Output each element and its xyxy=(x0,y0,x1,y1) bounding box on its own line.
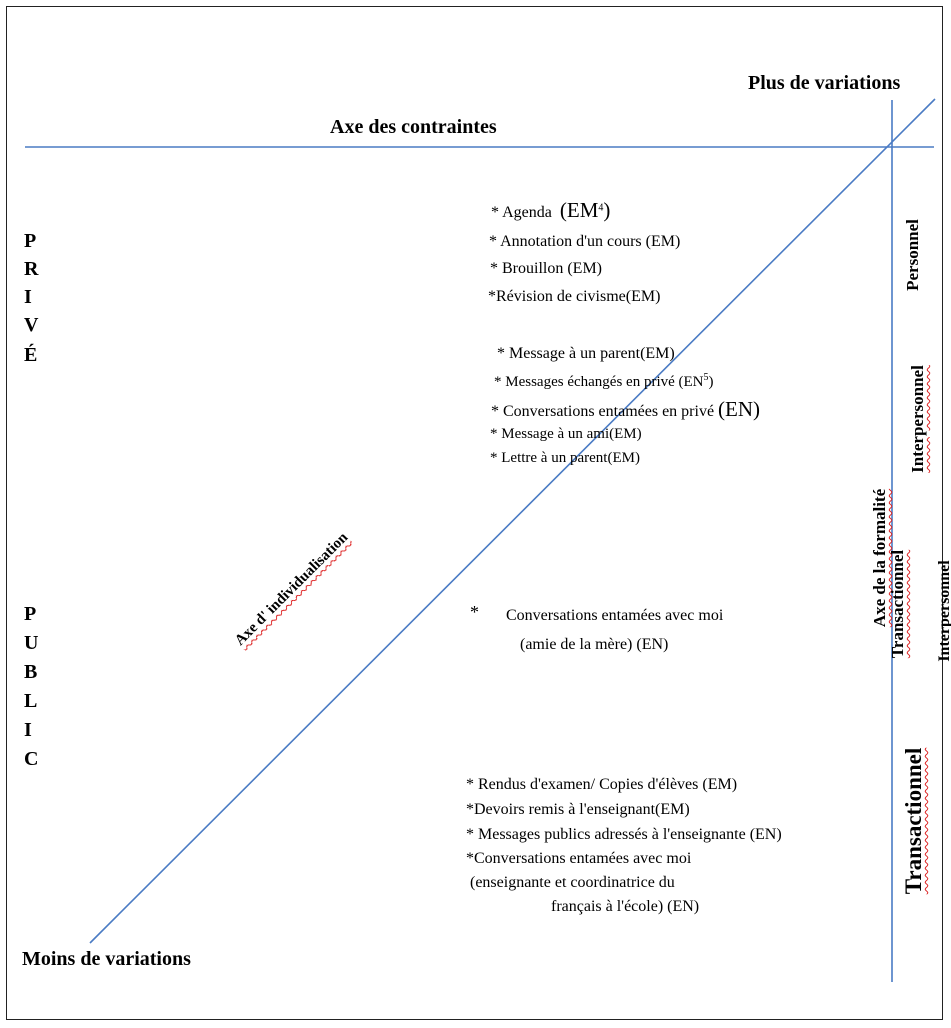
public-letter: U xyxy=(24,632,39,654)
conversations-enseignante-line3: français à l'école) (EN) xyxy=(551,898,700,915)
agenda-item: * Agenda (EM4) xyxy=(491,198,611,222)
interpersonnel-edge-label: Interpersonnel xyxy=(936,560,951,662)
lettre-parent-item: * Lettre à un parent(EM) xyxy=(490,450,640,466)
interpersonnel-label: Interpersonnel xyxy=(908,365,927,473)
devoirs-item: *Devoirs remis à l'enseignant(EM) xyxy=(466,801,690,818)
messages-prive-item: * Messages échangés en privé (EN5) xyxy=(494,372,714,390)
prive-letter: R xyxy=(24,258,39,280)
conversations-prive-item: * Conversations entamées en privé (EN) xyxy=(491,397,761,421)
public-letter: B xyxy=(24,661,38,683)
rendus-item: * Rendus d'examen/ Copies d'élèves (EM) xyxy=(466,776,738,793)
transactionnel-bottom-label: Transactionnel xyxy=(901,747,926,895)
personnel-label: Personnel xyxy=(903,219,922,291)
prive-letter: I xyxy=(24,286,32,308)
annotation-item: * Annotation d'un cours (EM) xyxy=(489,233,681,250)
messages-publics-item: * Messages publics adressés à l'enseigna… xyxy=(466,826,782,843)
message-parent-item: * Message à un parent(EM) xyxy=(497,345,675,362)
moins-de-variations-label: Moins de variations xyxy=(22,948,191,970)
revision-item: *Révision de civisme(EM) xyxy=(488,288,661,305)
plus-de-variations-label: Plus de variations xyxy=(748,72,901,94)
star-marker: * xyxy=(470,602,479,622)
conversations-amie-line1: Conversations entamées avec moi xyxy=(506,607,724,624)
conversations-enseignante-line1: *Conversations entamées avec moi xyxy=(466,850,692,867)
public-letter: C xyxy=(24,748,39,770)
message-ami-item: * Message à un ami(EM) xyxy=(490,426,642,442)
public-letter: I xyxy=(24,719,32,741)
diagonal-axis-line xyxy=(89,98,936,944)
conversations-enseignante-line2: (enseignante et coordinatrice du xyxy=(470,874,675,891)
diagram-frame xyxy=(6,6,943,1020)
prive-letter: V xyxy=(24,314,39,336)
conversations-amie-line2: (amie de la mère) (EN) xyxy=(520,636,669,653)
prive-letter: É xyxy=(24,344,38,366)
brouillon-item: * Brouillon (EM) xyxy=(490,260,602,277)
public-letter: L xyxy=(24,690,38,712)
transactionnel-mid-label: Transactionnel xyxy=(888,549,907,659)
public-letter: P xyxy=(24,603,37,625)
prive-letter: P xyxy=(24,230,37,252)
axe-des-contraintes-label: Axe des contraintes xyxy=(330,116,497,138)
